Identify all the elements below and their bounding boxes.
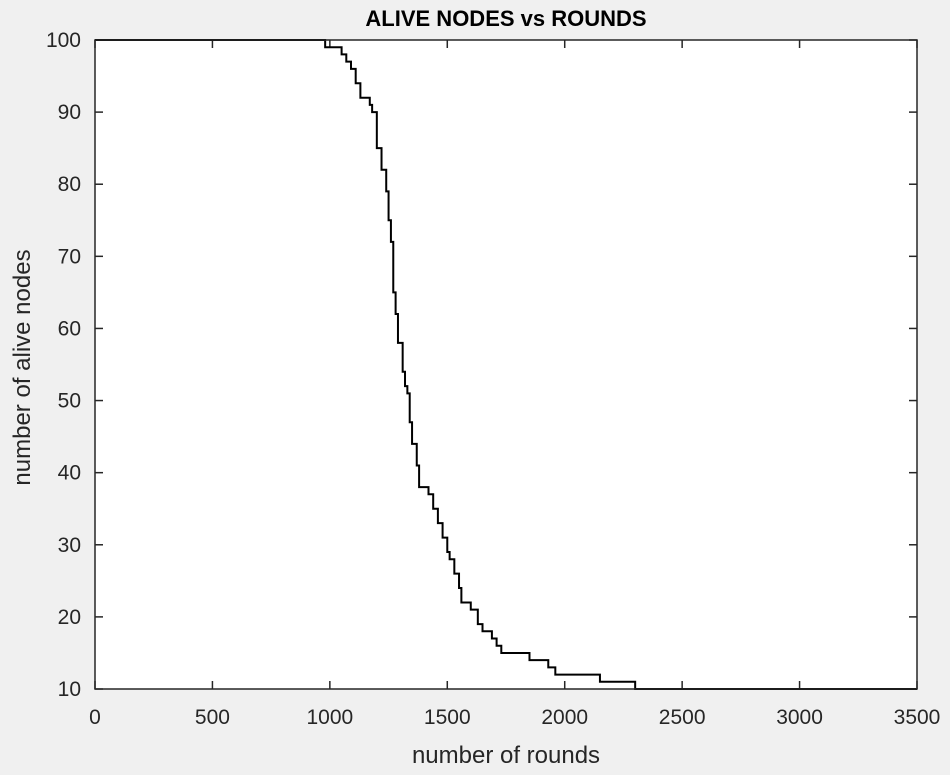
y-tick-label: 70 xyxy=(58,245,81,268)
y-axis-label: number of alive nodes xyxy=(9,249,36,485)
ticks-layer: 0 500 1000 1500 2000 2500 3000 3500 10 20 30 40 50 60… xyxy=(46,29,940,729)
y-tick-label: 10 xyxy=(58,678,81,701)
x-tick-label: 3000 xyxy=(776,706,823,729)
y-tick-label: 80 xyxy=(58,173,81,196)
y-tick-label: 60 xyxy=(58,317,81,340)
series-line xyxy=(95,39,917,690)
x-tick-label: 2500 xyxy=(659,706,706,729)
x-tick-label: 3500 xyxy=(894,706,941,729)
y-tick-label: 100 xyxy=(46,29,81,52)
y-tick-label: 30 xyxy=(58,534,81,557)
x-axis-label: number of rounds xyxy=(412,742,600,769)
plot-frame xyxy=(94,39,918,690)
y-tick-label: 50 xyxy=(58,390,81,413)
x-tick-label: 0 xyxy=(89,706,101,729)
x-tick-label: 1500 xyxy=(424,706,471,729)
y-tick-label: 20 xyxy=(58,606,81,629)
x-tick-label: 1000 xyxy=(306,706,353,729)
chart-title: ALIVE NODES vs ROUNDS xyxy=(365,6,646,31)
y-tick-label: 90 xyxy=(58,101,81,124)
plot-area xyxy=(95,40,917,689)
y-tick-label: 40 xyxy=(58,462,81,485)
x-tick-label: 500 xyxy=(195,706,230,729)
x-tick-label: 2000 xyxy=(541,706,588,729)
